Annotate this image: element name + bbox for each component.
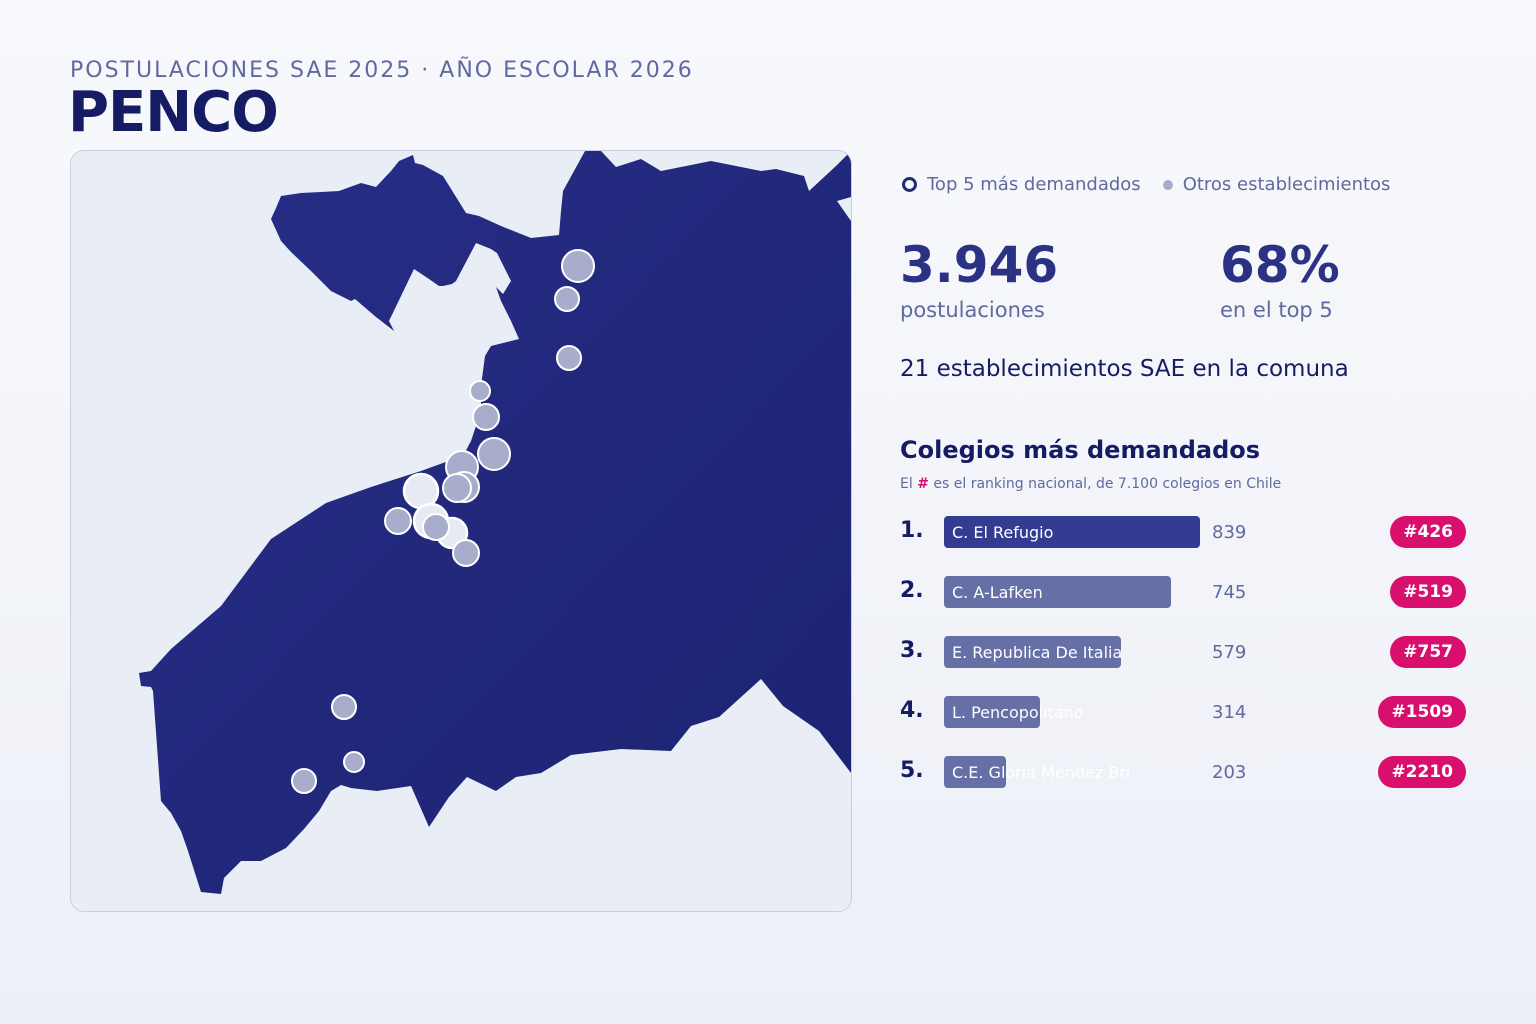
ranking-row[interactable]: 5. C.E. Gloria Mendez Bri 203 #2210 bbox=[900, 756, 1466, 790]
top5-ring-icon bbox=[902, 177, 917, 192]
rank-number: 3. bbox=[900, 638, 924, 663]
national-rank-badge: #2210 bbox=[1378, 756, 1466, 788]
applications-label: postulaciones bbox=[900, 298, 1045, 322]
school-name: C.E. Gloria Mendez Bri bbox=[952, 763, 1131, 782]
map-legend: Top 5 más demandados Otros establecimien… bbox=[902, 174, 1390, 195]
rank-number: 4. bbox=[900, 698, 924, 723]
school-name: C. El Refugio bbox=[952, 523, 1054, 542]
top5-share-label: en el top 5 bbox=[1220, 298, 1333, 322]
applications-stat: 3.946 postulaciones bbox=[900, 240, 1058, 322]
school-markers bbox=[291, 249, 595, 794]
ranking-row[interactable]: 1. C. El Refugio 839 #426 bbox=[900, 516, 1466, 550]
commune-map[interactable] bbox=[70, 150, 852, 912]
demand-bar bbox=[944, 696, 1040, 728]
school-marker[interactable] bbox=[384, 507, 412, 535]
demand-bar bbox=[944, 516, 1200, 548]
school-marker[interactable] bbox=[556, 345, 582, 371]
top5-share-value: 68% bbox=[1220, 236, 1340, 294]
demand-bar bbox=[944, 756, 1006, 788]
legend-top5-label: Top 5 más demandados bbox=[927, 174, 1141, 195]
top5-share-stat: 68% en el top 5 bbox=[1220, 240, 1340, 322]
demand-bar bbox=[944, 636, 1121, 668]
school-marker[interactable] bbox=[331, 694, 357, 720]
national-rank-badge: #757 bbox=[1390, 636, 1466, 668]
ranking-title: Colegios más demandados bbox=[900, 436, 1261, 464]
rank-number: 1. bbox=[900, 518, 924, 543]
school-name: L. Pencopolitano bbox=[952, 703, 1084, 722]
application-count: 314 bbox=[1212, 702, 1247, 723]
school-marker[interactable] bbox=[472, 403, 500, 431]
application-count: 839 bbox=[1212, 522, 1247, 543]
school-marker[interactable] bbox=[469, 380, 491, 402]
school-marker[interactable] bbox=[291, 768, 317, 794]
national-rank-badge: #1509 bbox=[1378, 696, 1466, 728]
national-rank-badge: #519 bbox=[1390, 576, 1466, 608]
page-title: PENCO bbox=[68, 80, 279, 145]
national-rank-badge: #426 bbox=[1390, 516, 1466, 548]
school-name: C. A-Lafken bbox=[952, 583, 1043, 602]
commune-land bbox=[139, 151, 851, 894]
ranking-row[interactable]: 4. L. Pencopolitano 314 #1509 bbox=[900, 696, 1466, 730]
ranking-note-prefix: El bbox=[900, 476, 913, 492]
application-count: 203 bbox=[1212, 762, 1247, 783]
school-marker[interactable] bbox=[561, 249, 595, 283]
school-marker[interactable] bbox=[477, 437, 511, 471]
applications-value: 3.946 bbox=[900, 236, 1059, 294]
application-count: 579 bbox=[1212, 642, 1247, 663]
ranking-note: El # es el ranking nacional, de 7.100 co… bbox=[900, 476, 1281, 492]
ranking-row[interactable]: 2. C. A-Lafken 745 #519 bbox=[900, 576, 1466, 610]
rank-number: 5. bbox=[900, 758, 924, 783]
legend-others-label: Otros establecimientos bbox=[1182, 174, 1391, 195]
school-marker[interactable] bbox=[452, 539, 480, 567]
application-count: 745 bbox=[1212, 582, 1247, 603]
demand-bar bbox=[944, 576, 1172, 608]
school-marker[interactable] bbox=[442, 473, 472, 503]
map-svg bbox=[71, 151, 851, 911]
school-marker[interactable] bbox=[343, 751, 365, 773]
school-marker[interactable] bbox=[554, 286, 580, 312]
page-subtitle: POSTULACIONES SAE 2025 · AÑO ESCOLAR 202… bbox=[70, 58, 694, 83]
rank-number: 2. bbox=[900, 578, 924, 603]
other-dot-icon bbox=[1162, 179, 1173, 190]
school-name: E. Republica De Italia bbox=[952, 643, 1123, 662]
ranking-row[interactable]: 3. E. Republica De Italia 579 #757 bbox=[900, 636, 1466, 670]
ranking-note-hash: # bbox=[917, 476, 929, 492]
school-marker[interactable] bbox=[422, 513, 450, 541]
establishments-count: 21 establecimientos SAE en la comuna bbox=[900, 356, 1349, 382]
ranking-note-suffix: es el ranking nacional, de 7.100 colegio… bbox=[933, 476, 1282, 492]
